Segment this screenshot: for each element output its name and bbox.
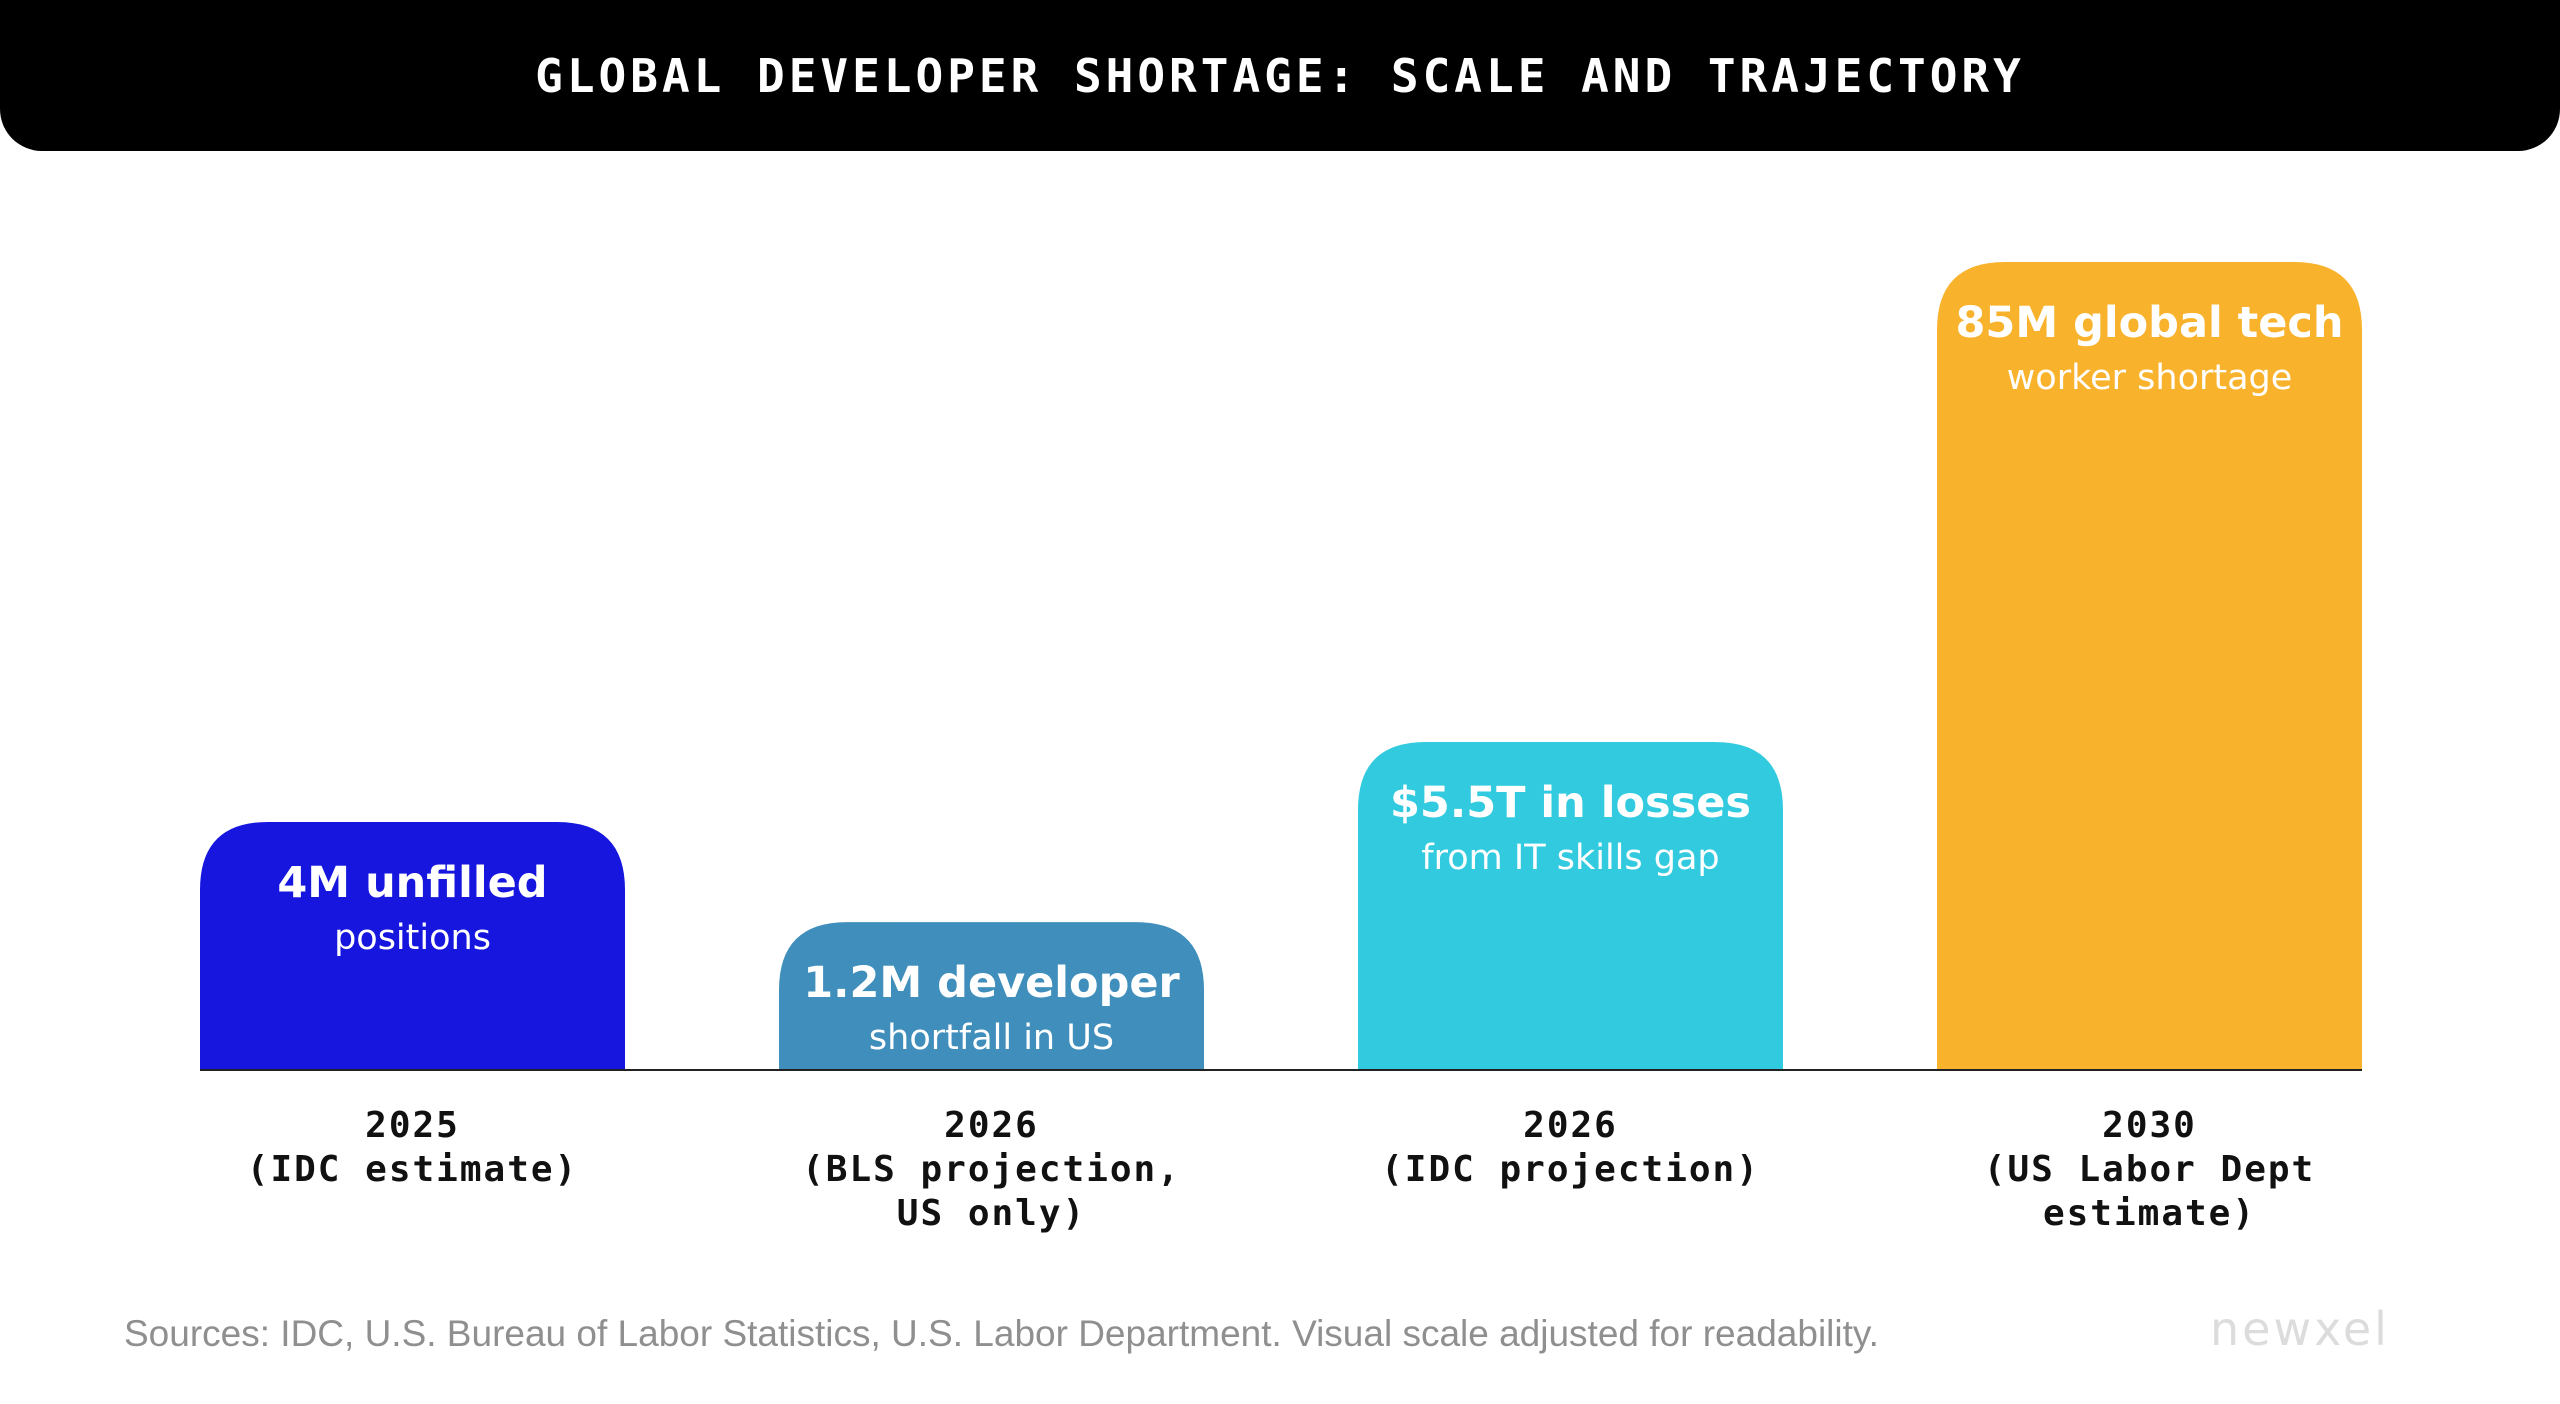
bar-2-sub-label: shortfall in US xyxy=(869,1018,1114,1058)
bar-3-value-label: $5.5T in losses xyxy=(1390,778,1751,828)
header-banner: GLOBAL DEVELOPER SHORTAGE: SCALE AND TRA… xyxy=(0,0,2560,151)
bar-2-value-label: 1.2M developer xyxy=(803,958,1180,1008)
sources-note: Sources: IDC, U.S. Bureau of Labor Stati… xyxy=(124,1313,1879,1354)
bar-1-value-label: 4M unfilled xyxy=(277,858,547,908)
category-label-2-line-1: 2026 xyxy=(944,1105,1039,1146)
bar-2 xyxy=(779,922,1204,1070)
category-label-2-line-3: US only) xyxy=(897,1193,1086,1234)
category-label-3-line-1: 2026 xyxy=(1523,1105,1618,1146)
category-label-3-line-2: (IDC projection) xyxy=(1381,1149,1760,1190)
page-title: GLOBAL DEVELOPER SHORTAGE: SCALE AND TRA… xyxy=(535,48,2025,103)
bar-1-sub-label: positions xyxy=(334,918,491,958)
bar-1 xyxy=(200,821,625,1070)
bar-4-sub-label: worker shortage xyxy=(2007,358,2293,398)
category-label-2-line-2: (BLS projection, xyxy=(802,1149,1181,1190)
bar-4 xyxy=(1937,262,2362,1070)
bar-4-value-label: 85M global tech xyxy=(1956,298,2344,348)
brand-logo: newxel xyxy=(2210,1302,2390,1356)
category-label-1-line-2: (IDC estimate) xyxy=(247,1149,578,1190)
category-label-4-line-3: estimate) xyxy=(2043,1193,2256,1234)
bar-3-sub-label: from IT skills gap xyxy=(1421,838,1719,878)
category-label-4-line-2: (US Labor Dept xyxy=(1984,1149,2315,1190)
category-label-4-line-1: 2030 xyxy=(2102,1105,2197,1146)
bar-3 xyxy=(1358,741,1783,1070)
category-label-1-line-1: 2025 xyxy=(365,1105,460,1146)
